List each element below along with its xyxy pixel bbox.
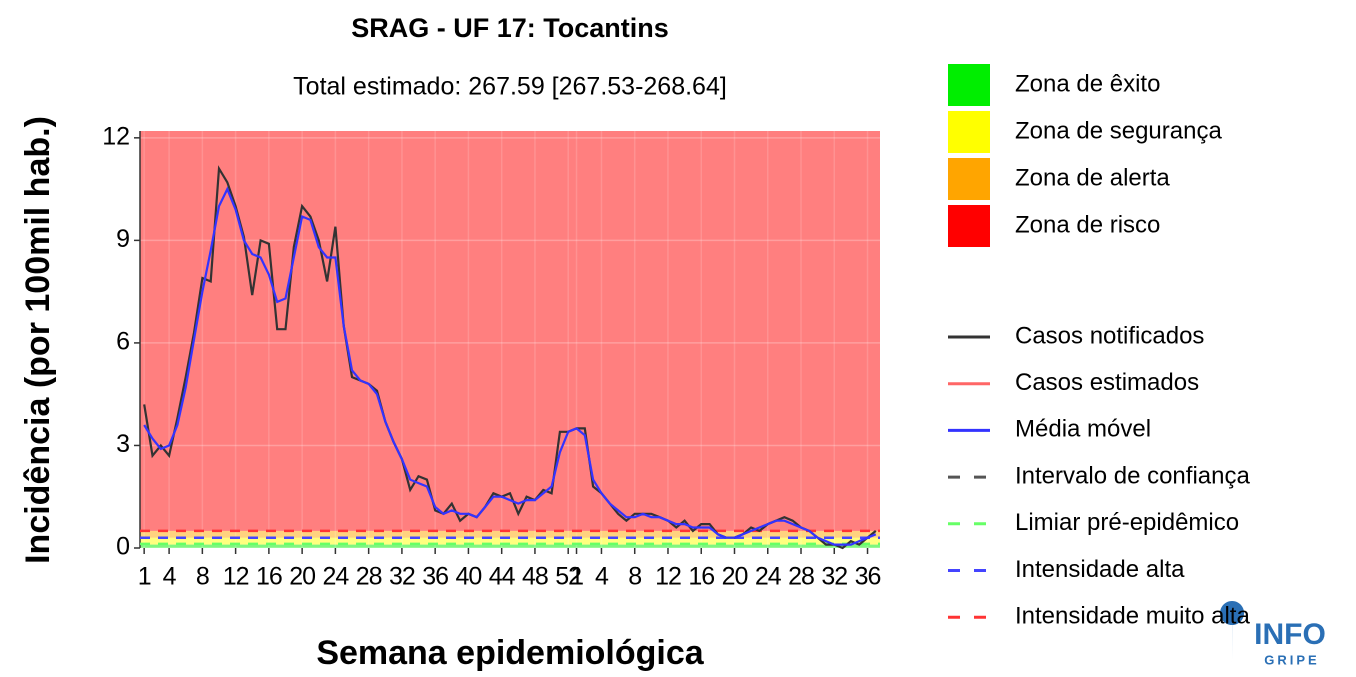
legend-swatch [948, 111, 990, 153]
x-tick-label: 28 [356, 563, 382, 591]
legend-label: Zona de segurança [1015, 117, 1222, 144]
legend-label: Intensidade muito alta [1015, 603, 1250, 630]
y-tick-label: 0 [116, 533, 130, 561]
x-tick-label: 36 [422, 563, 448, 591]
x-tick-label: 36 [855, 563, 881, 591]
logo-text: INFO [1254, 618, 1326, 651]
chart-subtitle: Total estimado: 267.59 [267.53-268.64] [293, 73, 727, 101]
x-tick-label: 8 [628, 563, 641, 591]
x-tick-label: 20 [722, 563, 748, 591]
legend-label: Casos notificados [1015, 322, 1204, 349]
x-tick-label: 16 [256, 563, 282, 591]
legend-swatch [948, 158, 990, 200]
legend-label: Intensidade alta [1015, 556, 1185, 583]
series-line [143, 186, 877, 546]
x-tick-label: 16 [688, 563, 714, 591]
x-tick-label: 1 [570, 563, 583, 591]
x-axis-label: Semana epidemiológica [316, 634, 704, 672]
legend-label: Média móvel [1015, 416, 1151, 443]
logo-subtext: GRIPE [1264, 652, 1319, 667]
y-tick-label: 3 [116, 430, 130, 458]
legend-label: Zona de risco [1015, 211, 1160, 238]
legend-label: Zona de alerta [1015, 164, 1170, 191]
y-tick-label: 12 [102, 122, 130, 150]
zone [140, 530, 880, 538]
zone [140, 131, 880, 531]
y-tick-label: 6 [116, 328, 130, 356]
x-tick-label: 4 [163, 563, 177, 591]
y-axis-label: Incidência (por 100mil hab.) [19, 116, 57, 564]
legend-label: Limiar pré-epidêmico [1015, 509, 1239, 536]
x-tick-label: 4 [595, 563, 609, 591]
y-tick-label: 9 [116, 225, 130, 253]
legend-label: Casos estimados [1015, 369, 1199, 396]
x-tick-label: 44 [489, 563, 516, 591]
x-tick-label: 28 [788, 563, 814, 591]
x-tick-label: 32 [389, 563, 415, 591]
legend-swatch [948, 64, 990, 106]
x-tick-label: 40 [456, 563, 482, 591]
x-tick-label: 24 [755, 563, 782, 591]
x-tick-label: 8 [196, 563, 209, 591]
x-tick-label: 1 [138, 563, 151, 591]
x-tick-label: 52 [555, 563, 581, 591]
legend-swatch [948, 205, 990, 247]
x-tick-label: 12 [223, 563, 249, 591]
x-tick-label: 12 [655, 563, 681, 591]
x-tick-label: 32 [821, 563, 847, 591]
logo-icon [1220, 601, 1245, 662]
legend-label: Zona de êxito [1015, 70, 1160, 97]
x-tick-label: 24 [322, 563, 349, 591]
x-tick-label: 48 [522, 563, 548, 591]
logo: INFO GRIPE [1220, 601, 1326, 667]
zone [140, 544, 880, 548]
chart-title: SRAG - UF 17: Tocantins [351, 13, 669, 43]
zone [140, 537, 880, 545]
x-tick-label: 20 [289, 563, 315, 591]
legend-label: Intervalo de confiança [1015, 462, 1250, 489]
